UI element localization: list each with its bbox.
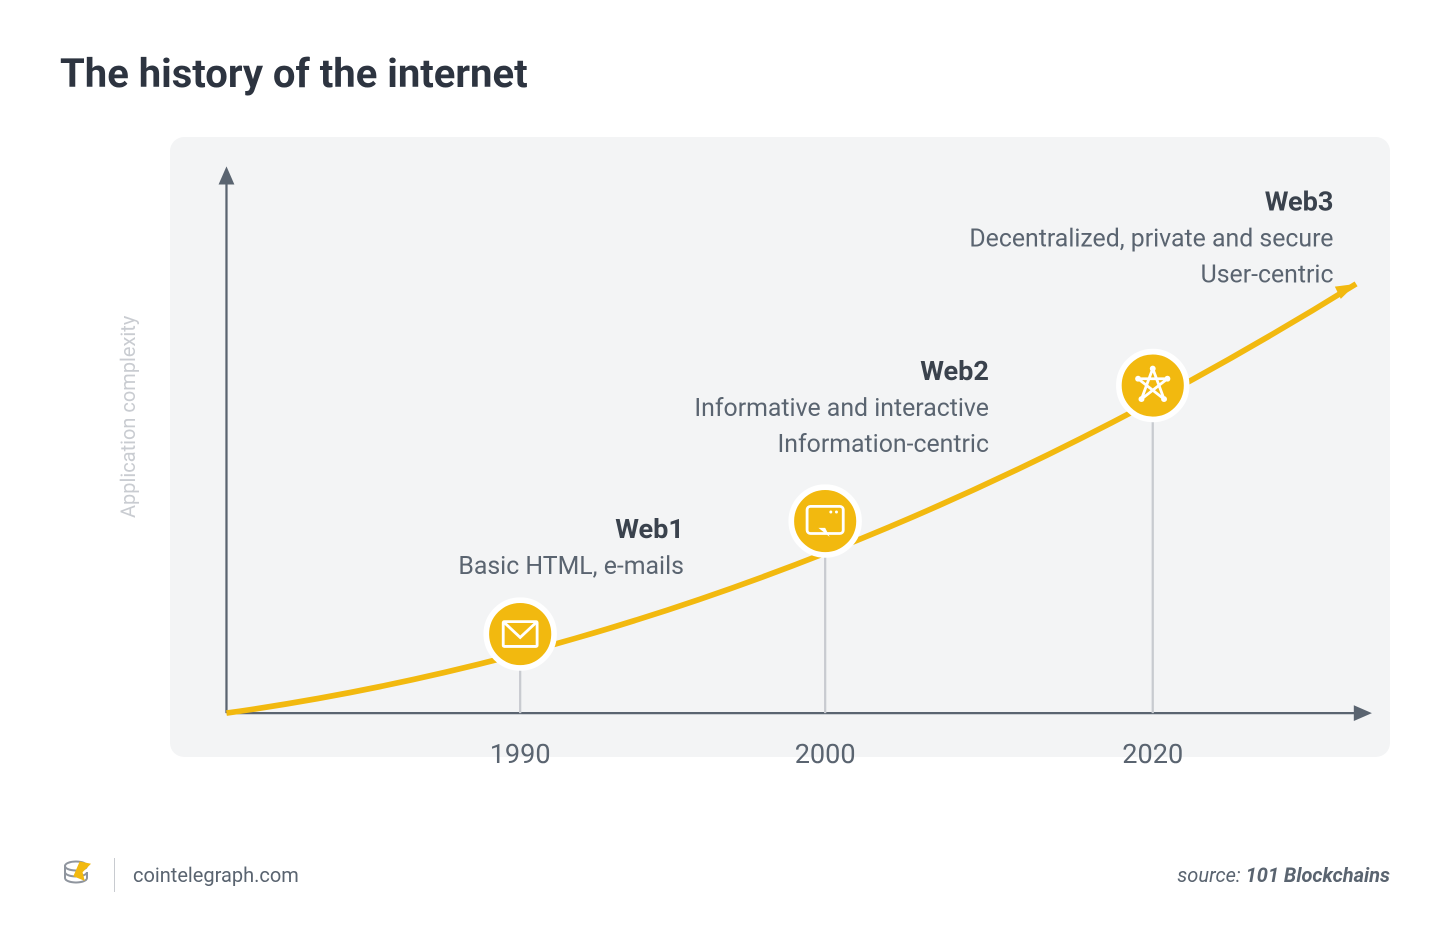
web3-subtitle: User-centric [1201,261,1334,290]
web1-node [486,600,554,668]
chart-panel: 199020002020Web1Basic HTML, e-mailsWeb2I… [170,137,1390,757]
cointelegraph-logo-icon [60,854,96,895]
web3-node [1119,352,1187,420]
chart-wrap: Application complexity 199020002020Web1B… [110,137,1390,757]
footer-site: cointelegraph.com [133,863,299,887]
web3-title: Web3 [1265,185,1334,217]
chart-svg: 1990 2000 2020 Web1 Basic HTML, e-mails Web2 I… [170,137,1390,837]
web2-subtitle: Information-centric [778,430,989,459]
x-tick-label: 1990 [490,738,551,770]
web1-title: Web1 [615,513,684,545]
footer: cointelegraph.com source: 101 Blockchain… [60,854,1390,895]
y-axis-label: Application complexity [110,217,146,617]
web2-subtitle: Informative and interactive [694,394,989,423]
web2-title: Web2 [920,355,989,387]
trend-line [226,284,1356,713]
web3-subtitle: Decentralized, private and secure [969,225,1333,254]
source-label: source: [1177,863,1245,887]
web1-subtitle: Basic HTML, e-mails [458,552,684,581]
x-tick-label: 2020 [1122,738,1183,770]
source-name: 101 Blockchains [1246,863,1390,887]
x-tick-label: 2000 [795,738,856,770]
web2-node [791,487,859,555]
footer-source: source: 101 Blockchains [1177,863,1390,887]
footer-divider [114,858,115,892]
page-title: The history of the internet [60,50,1390,97]
